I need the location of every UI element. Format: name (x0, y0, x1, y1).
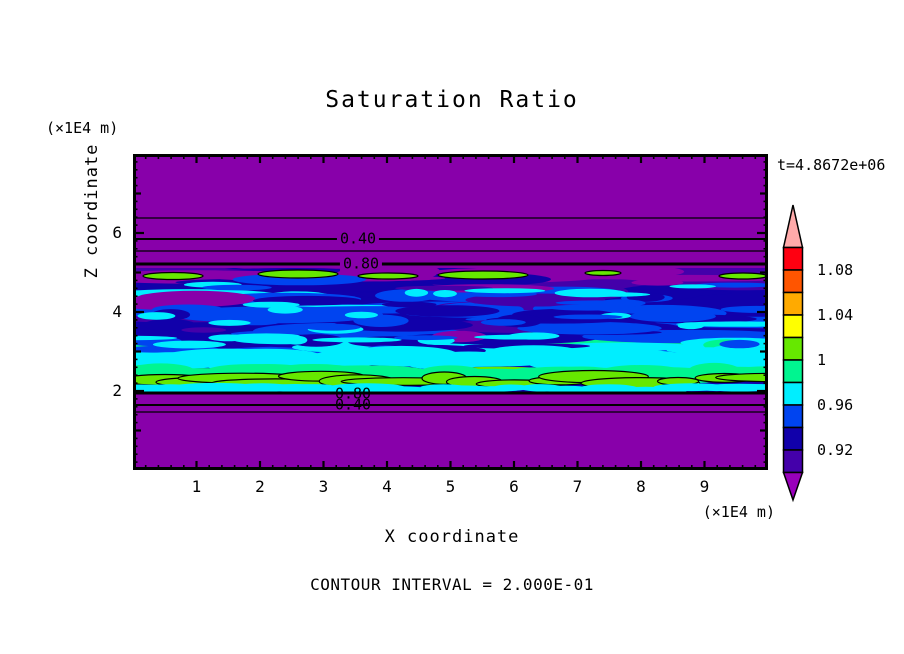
x-tick-label: 4 (382, 477, 392, 496)
colorbar-tick-label: 0.92 (817, 441, 854, 459)
chart-title: Saturation Ratio (325, 87, 579, 113)
z-tick-label: 4 (112, 302, 122, 321)
colorbar-tick-label: 0.96 (817, 396, 854, 414)
x-tick-label: 2 (255, 477, 265, 496)
z-axis-title: Z coordinate (82, 143, 102, 279)
x-tick-label: 1 (191, 477, 202, 496)
colorbar-tick-label: 1.08 (817, 261, 854, 279)
x-tick-label: 5 (445, 477, 456, 496)
contour-label-040-upper: 0.40 (336, 231, 380, 247)
contour-label-080-lower: 0.80 (334, 384, 372, 403)
contour-field (133, 154, 768, 474)
contour-interval-note: CONTOUR INTERVAL = 2.000E-01 (310, 575, 594, 594)
x-tick-label: 8 (636, 477, 646, 496)
x-axis-unit-label: (×1E4 m) (702, 503, 775, 521)
z-tick-label: 2 (112, 381, 122, 400)
x-tick-label: 6 (509, 477, 519, 496)
contour-label-080-upper: 0.80 (339, 256, 383, 272)
x-tick-label: 9 (699, 477, 710, 496)
z-tick-label: 6 (112, 223, 122, 242)
contour-label-040-lower: 0.40 (334, 395, 372, 414)
colorbar (780, 198, 900, 510)
x-tick-label: 7 (572, 477, 583, 496)
x-tick-label: 3 (318, 477, 329, 496)
timestamp-label: t=4.8672e+06 (777, 156, 886, 174)
colorbar-tick-label: 1 (817, 351, 827, 369)
x-axis-title: X coordinate (384, 527, 520, 547)
colorbar-tick-label: 1.04 (817, 306, 854, 324)
plot-area: 0.40 0.80 0.80 0.40 (133, 154, 768, 470)
z-axis-unit-label: (×1E4 m) (46, 119, 119, 137)
